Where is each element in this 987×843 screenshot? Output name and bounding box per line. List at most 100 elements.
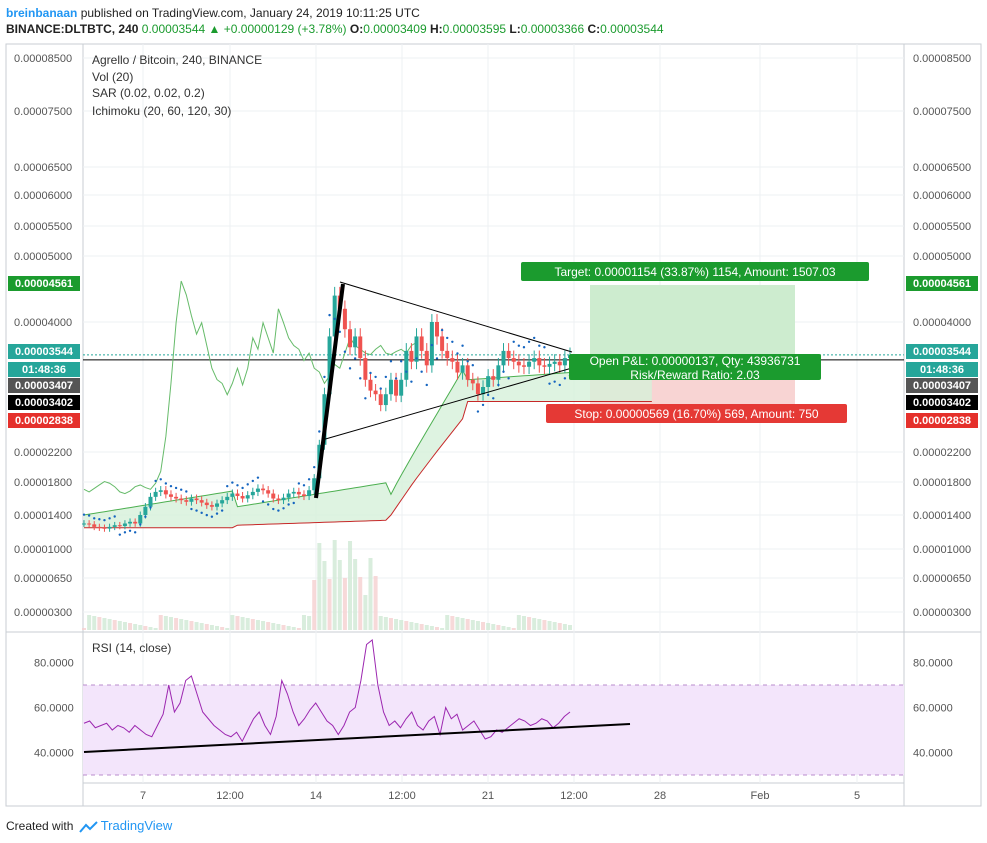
sar-dot <box>113 515 116 518</box>
time-tick: 21 <box>482 790 494 802</box>
volume-bar <box>496 625 501 630</box>
volume-bar <box>460 618 465 630</box>
volume-bar <box>148 627 153 630</box>
sar-dot <box>307 478 311 481</box>
price-tag-right: 0.00002838 <box>913 415 971 427</box>
volume-bar <box>281 625 286 630</box>
sar-dot <box>282 507 285 510</box>
volume-bar <box>128 623 133 630</box>
price-tag-left-box <box>8 344 80 359</box>
sar-dot <box>343 350 347 353</box>
volume-bar <box>455 617 460 630</box>
volume-bar <box>276 624 281 630</box>
sar-dot <box>384 375 388 379</box>
volume-bar <box>470 620 475 630</box>
volume-bar <box>404 621 409 630</box>
sar-dot <box>527 340 531 343</box>
time-tick: 12:00 <box>560 790 588 802</box>
volume-bar <box>363 595 368 630</box>
sar-dot <box>292 501 295 505</box>
candle-body <box>394 379 399 396</box>
volume-bar <box>537 619 542 630</box>
volume-bar <box>521 616 526 630</box>
volume-bar <box>532 618 537 630</box>
volume-bar <box>240 617 245 630</box>
sar-dot <box>471 363 474 367</box>
sar-dot <box>364 397 367 400</box>
sar-dot <box>389 360 393 363</box>
volume-bar <box>286 626 291 630</box>
sar-dot <box>512 340 515 343</box>
price-tag-left: 0.00002838 <box>15 415 73 427</box>
low-label: L: <box>509 22 521 36</box>
candle-body <box>470 379 475 384</box>
volume-bar <box>230 615 235 630</box>
price-tick-right: 0.00008500 <box>913 53 971 65</box>
flagpole-line <box>314 283 345 499</box>
volume-bar <box>409 622 414 630</box>
candle-body <box>250 491 255 496</box>
sar-dot <box>174 486 178 490</box>
price-tick-left: 0.00001800 <box>14 477 72 489</box>
candle-body <box>301 494 306 497</box>
volume-bar <box>511 628 516 630</box>
volume-bar <box>184 620 189 630</box>
rsi-tick-right: 60.0000 <box>913 703 953 715</box>
volume-bar <box>557 623 562 630</box>
sar-dot <box>451 340 454 343</box>
price-tag-left-box <box>8 395 80 410</box>
volume-bar <box>266 622 271 630</box>
volume-bar <box>332 540 337 630</box>
sar-dot <box>492 397 495 400</box>
volume-bar <box>373 576 378 630</box>
sar-dot <box>430 343 434 347</box>
target-label: Target: 0.00001154 (33.87%) 1154, Amount… <box>554 265 835 279</box>
sar-dot <box>241 486 244 490</box>
tradingview-brand[interactable]: TradingView <box>100 818 173 833</box>
sar-dot <box>456 352 459 355</box>
candle-body <box>547 363 552 367</box>
triangle-upper-line <box>339 281 573 353</box>
author-link[interactable]: breinbanaan <box>6 6 78 20</box>
price-tick-left: 0.00002200 <box>14 447 72 459</box>
candle-body <box>92 524 97 527</box>
candle-body <box>460 365 465 373</box>
stop-label-box <box>546 404 847 423</box>
volume-bar <box>92 616 97 630</box>
candle-body <box>87 523 92 525</box>
created-with-text: Created with <box>6 819 74 833</box>
price-tick-right: 0.00001400 <box>913 510 971 522</box>
candle-body <box>342 308 347 330</box>
sar-dot <box>333 317 336 321</box>
sar-dot <box>486 393 490 397</box>
volume-bar <box>102 618 107 630</box>
sar-dot <box>277 509 280 512</box>
price-tick-left: 0.00006000 <box>14 190 72 202</box>
candle-body <box>307 490 312 497</box>
time-tick: 5 <box>854 790 860 802</box>
price-tick-right: 0.00004000 <box>913 317 971 329</box>
sar-dot <box>256 476 260 479</box>
low-value: 0.00003366 <box>520 22 585 36</box>
sar-dot <box>538 344 541 347</box>
volume-bar <box>358 577 363 630</box>
price-tag-right-box <box>906 378 978 393</box>
candle-body <box>312 478 317 491</box>
candle-body <box>562 358 567 366</box>
sar-dot <box>103 518 106 522</box>
volume-bar <box>445 615 450 630</box>
sar-dot <box>205 513 208 517</box>
stop-label: Stop: 0.00000569 (16.70%) 569, Amount: 7… <box>574 407 819 421</box>
volume-bar <box>429 626 434 630</box>
volume-bar <box>419 624 424 630</box>
ichimoku-cloud <box>84 366 652 528</box>
candle-body <box>133 521 138 524</box>
sar-dot <box>251 479 255 483</box>
candle-body <box>225 496 230 501</box>
sar-dot <box>190 507 193 511</box>
candle-body <box>245 495 250 499</box>
sar-dot <box>415 357 418 360</box>
volume-bar <box>481 622 486 630</box>
volume-bar <box>342 578 347 630</box>
